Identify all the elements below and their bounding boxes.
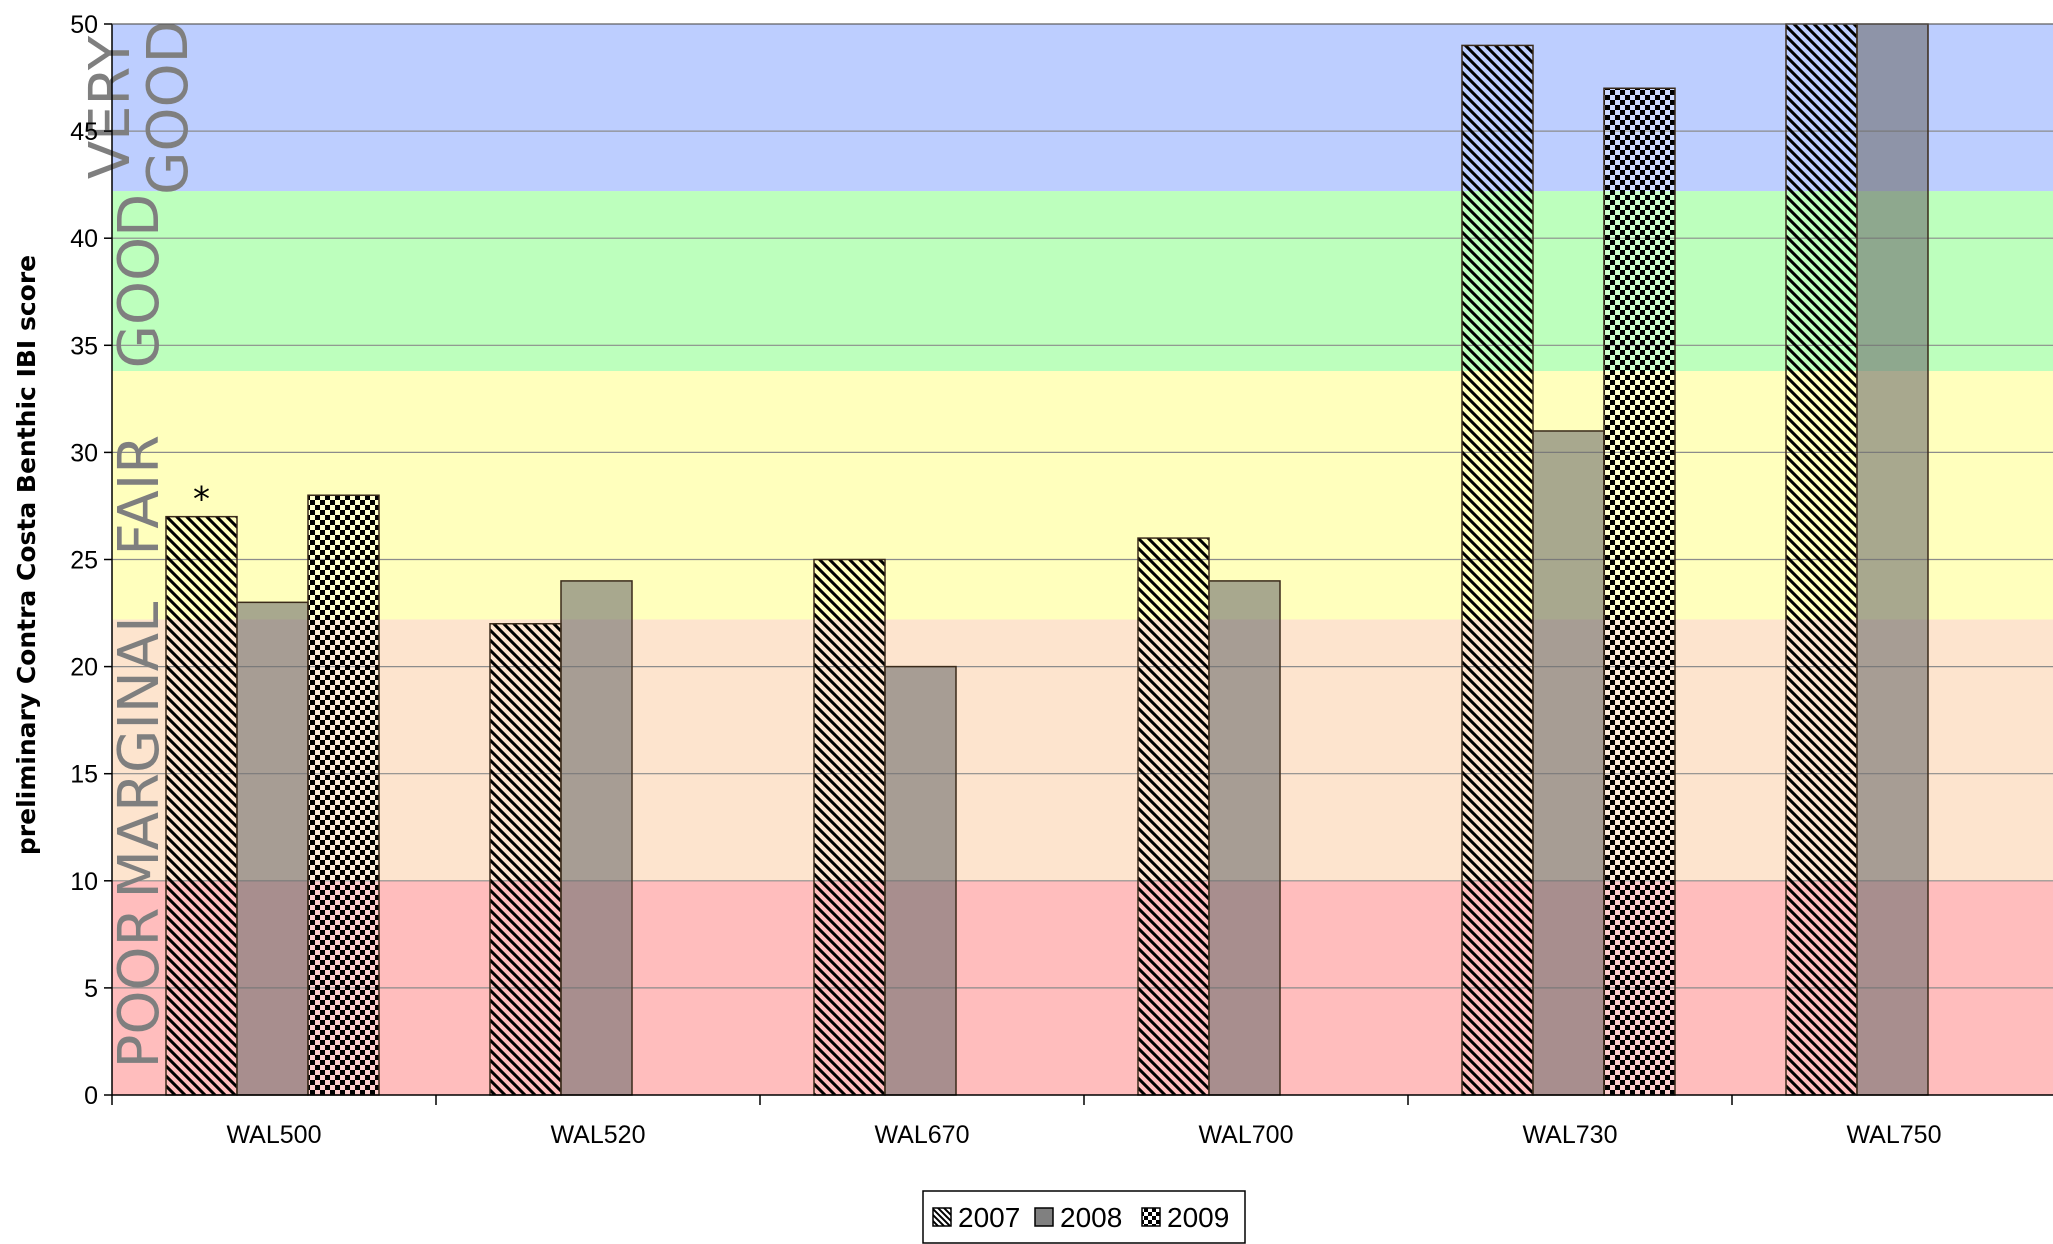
bar-wal670-2007	[813, 558, 886, 1096]
legend-swatch-2007	[932, 1207, 952, 1227]
band-fair	[112, 371, 2053, 620]
y-tick-label: 35	[70, 332, 98, 360]
band-very-good	[112, 24, 2053, 192]
y-tick-label: 15	[70, 761, 98, 789]
bar-wal730-2008	[1532, 430, 1605, 1096]
legend-swatch-2009	[1141, 1207, 1161, 1227]
y-tick-label: 20	[70, 654, 98, 682]
bar-wal750-2007	[1785, 23, 1858, 1096]
y-tick-label: 40	[70, 225, 98, 253]
bar-wal730-2007	[1461, 44, 1534, 1096]
band-label-fair: FAIR	[107, 435, 172, 556]
bar-wal500-2009	[307, 494, 380, 1096]
bar-wal670-2008	[884, 665, 957, 1096]
bar-wal700-2008	[1208, 580, 1281, 1096]
annotation-asterisk: *	[193, 480, 210, 520]
bar-wal520-2008	[560, 580, 633, 1096]
legend-label-2007: 2007	[958, 1202, 1020, 1233]
bar-wal520-2007	[489, 623, 562, 1096]
axes: 0 5 10 15 20 25 30 35 40 45 50 WAL500 WAL520 WAL670 WA…	[70, 11, 2053, 1149]
bar-wal750-2008	[1856, 23, 1929, 1096]
legend-label-2008: 2008	[1060, 1202, 1122, 1233]
band-good	[112, 191, 2053, 372]
band-marginal	[112, 619, 2053, 881]
x-tick-label: WAL670	[875, 1121, 970, 1149]
band-label-marginal: MARGINAL	[107, 602, 172, 899]
band-label-very: VERY	[78, 35, 143, 179]
band-label-poor: POOR	[107, 907, 172, 1068]
x-tick-label: WAL750	[1847, 1121, 1942, 1149]
band-label-good: GOOD	[136, 20, 201, 195]
legend-label-2009: 2009	[1167, 1202, 1229, 1233]
y-tick-label: 0	[84, 1082, 98, 1110]
legend: 2007 2008 2009	[922, 1190, 1246, 1244]
y-tick-label: 30	[70, 439, 98, 467]
x-tick-label: WAL520	[551, 1121, 646, 1149]
bar-wal500-2007	[165, 515, 238, 1096]
y-tick-label: 25	[70, 547, 98, 575]
x-tick-label: WAL730	[1523, 1121, 1618, 1149]
quality-bands	[112, 24, 2053, 1095]
bars	[165, 23, 1929, 1096]
legend-box	[922, 1190, 1246, 1244]
bar-wal730-2009	[1603, 87, 1676, 1096]
y-axis-label: preliminary Contra Costa Benthic IBI sco…	[12, 255, 41, 855]
y-tick-label: 50	[70, 11, 98, 39]
band-label-good: GOOD	[107, 194, 172, 369]
annotations: *	[193, 480, 210, 520]
y-tick-label: 5	[84, 975, 98, 1003]
y-tick-label: 45	[70, 118, 98, 146]
x-tick-label: WAL500	[227, 1121, 322, 1149]
legend-swatch-2008	[1034, 1207, 1054, 1227]
x-tick-label: WAL700	[1199, 1121, 1294, 1149]
y-tick-label: 10	[70, 868, 98, 896]
bar-wal500-2008	[236, 601, 309, 1096]
bar-wal700-2007	[1137, 537, 1210, 1096]
